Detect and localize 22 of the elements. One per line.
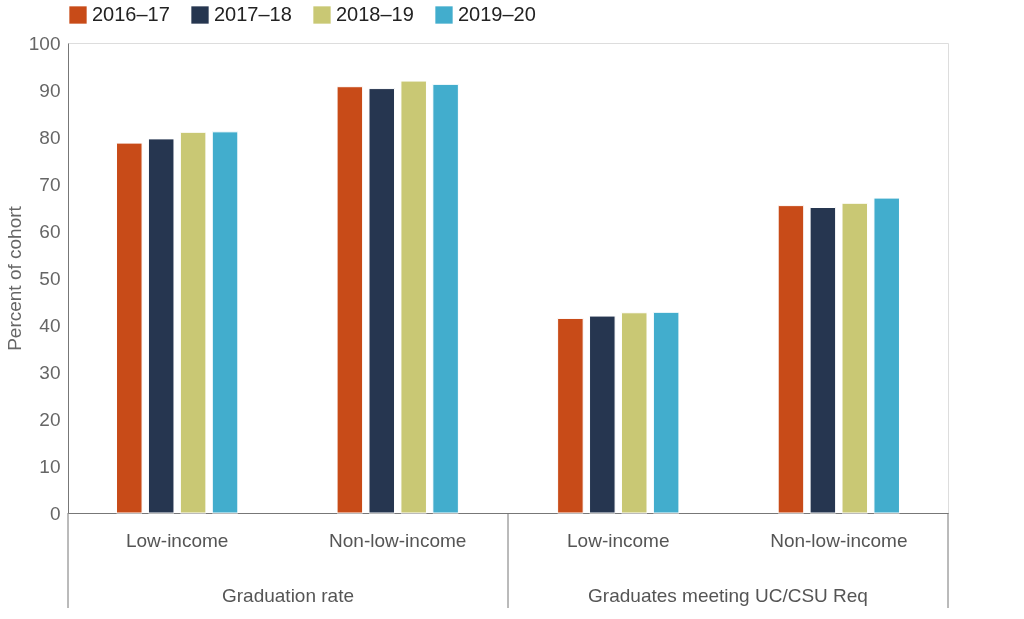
y-axis-title: Percent of cohort <box>3 205 25 351</box>
text: Graduates meeting UC/CSU Req <box>588 585 868 606</box>
y-tick-label: 50 <box>39 267 61 289</box>
y-tick-label: 90 <box>39 79 61 101</box>
x-tick-label: Low-income <box>125 529 229 551</box>
y-tick-label: 10 <box>39 455 61 477</box>
legend-label: 2018–19 <box>336 3 414 25</box>
y-tick-label: 80 <box>39 126 61 148</box>
x-tick-label: Non-low-income <box>329 529 467 551</box>
y-tick-label: 30 <box>39 361 61 383</box>
y-tick-label: 70 <box>39 173 61 195</box>
legend-label: 2017–18 <box>214 3 292 25</box>
legend-label: 2016–17 <box>92 3 170 25</box>
y-tick-label: 40 <box>39 314 61 336</box>
y-tick-label: 100 <box>28 32 61 54</box>
y-tick-label: 60 <box>39 220 61 242</box>
text: Graduation rate <box>221 585 355 606</box>
y-tick-label: 0 <box>49 502 61 524</box>
x-tick-label: Non-low-income <box>770 529 908 551</box>
x-tick-label: Low-income <box>567 529 670 551</box>
y-tick-label: 20 <box>39 408 61 430</box>
legend-label: 2019–20 <box>458 3 536 25</box>
